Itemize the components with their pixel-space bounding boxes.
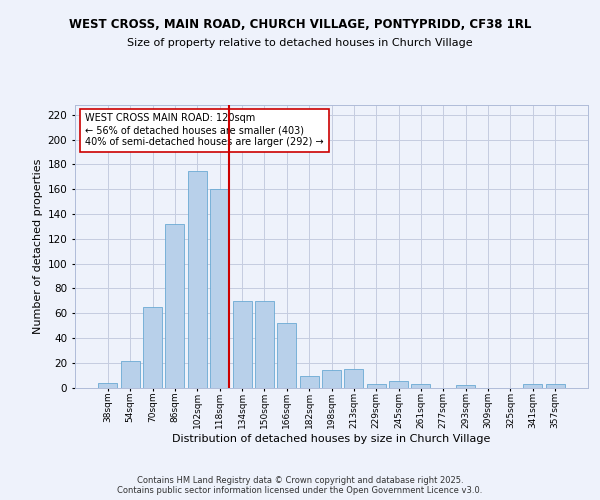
X-axis label: Distribution of detached houses by size in Church Village: Distribution of detached houses by size … bbox=[172, 434, 491, 444]
Bar bbox=[277, 323, 296, 388]
Bar bbox=[367, 384, 386, 388]
Text: WEST CROSS, MAIN ROAD, CHURCH VILLAGE, PONTYPRIDD, CF38 1RL: WEST CROSS, MAIN ROAD, CHURCH VILLAGE, P… bbox=[69, 18, 531, 30]
Bar bbox=[166, 224, 184, 388]
Bar bbox=[255, 301, 274, 388]
Bar bbox=[456, 385, 475, 388]
Bar bbox=[98, 382, 118, 388]
Bar bbox=[344, 369, 364, 388]
Bar bbox=[389, 382, 408, 388]
Text: Contains HM Land Registry data © Crown copyright and database right 2025.
Contai: Contains HM Land Registry data © Crown c… bbox=[118, 476, 482, 495]
Bar bbox=[299, 376, 319, 388]
Bar bbox=[188, 170, 207, 388]
Bar bbox=[210, 190, 229, 388]
Text: Size of property relative to detached houses in Church Village: Size of property relative to detached ho… bbox=[127, 38, 473, 48]
Bar bbox=[545, 384, 565, 388]
Bar bbox=[121, 362, 140, 388]
Y-axis label: Number of detached properties: Number of detached properties bbox=[34, 158, 43, 334]
Bar bbox=[322, 370, 341, 388]
Bar bbox=[143, 307, 162, 388]
Text: WEST CROSS MAIN ROAD: 120sqm
← 56% of detached houses are smaller (403)
40% of s: WEST CROSS MAIN ROAD: 120sqm ← 56% of de… bbox=[85, 114, 324, 146]
Bar bbox=[233, 301, 251, 388]
Bar bbox=[412, 384, 430, 388]
Bar bbox=[523, 384, 542, 388]
